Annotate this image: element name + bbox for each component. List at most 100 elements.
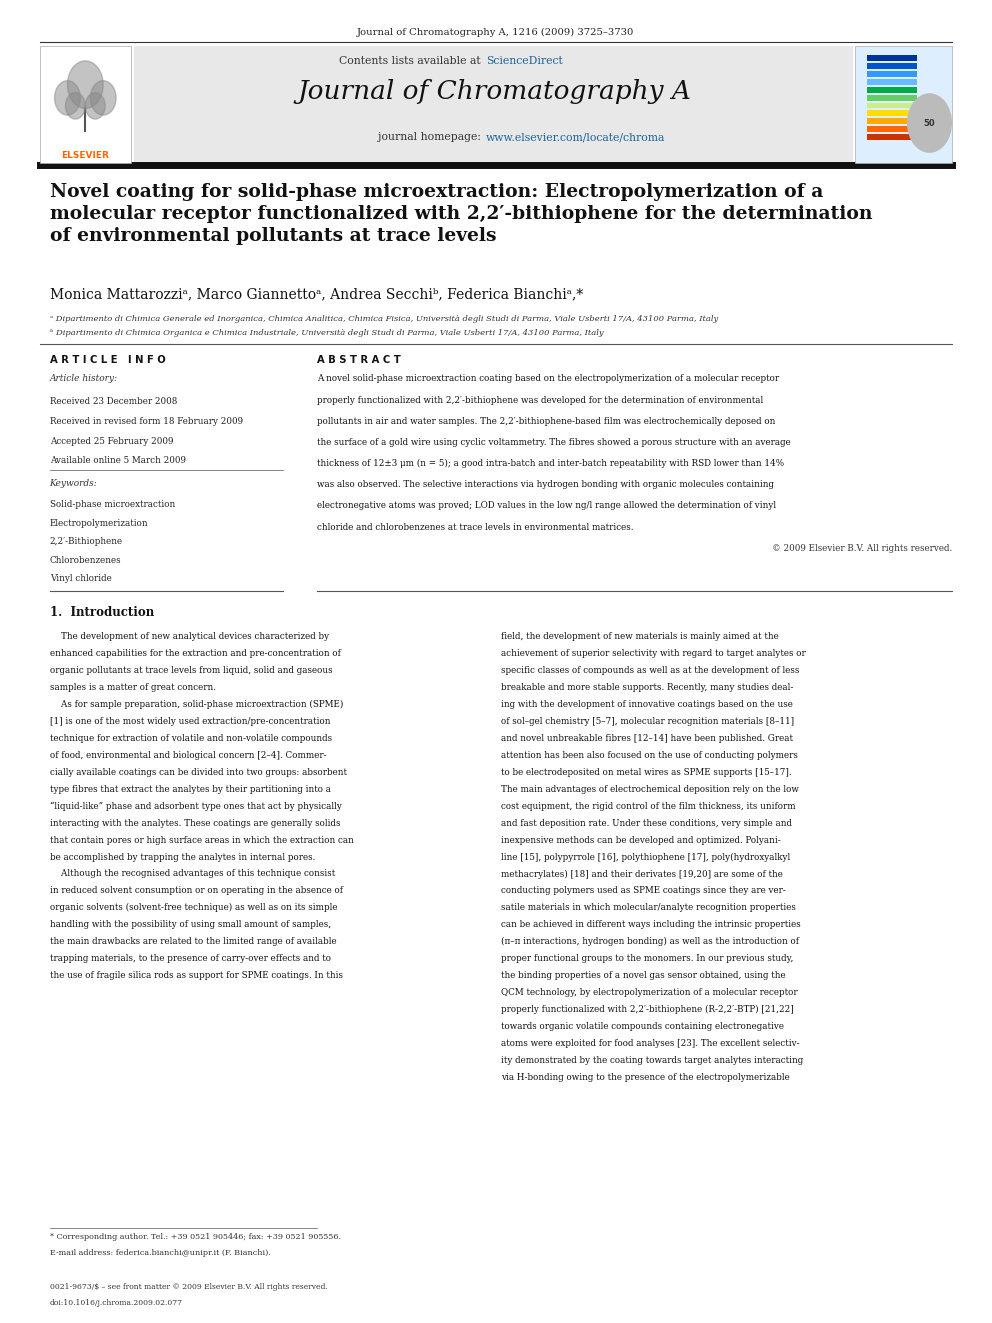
Text: line [15], polypyrrole [16], polythiophene [17], poly(hydroxyalkyl: line [15], polypyrrole [16], polythiophe… bbox=[501, 852, 791, 861]
Text: achievement of superior selectivity with regard to target analytes or: achievement of superior selectivity with… bbox=[501, 650, 806, 659]
Text: ing with the development of innovative coatings based on the use: ing with the development of innovative c… bbox=[501, 700, 793, 709]
Text: (π–π interactions, hydrogen bonding) as well as the introduction of: (π–π interactions, hydrogen bonding) as … bbox=[501, 937, 799, 946]
FancyBboxPatch shape bbox=[855, 46, 952, 163]
Text: Article history:: Article history: bbox=[50, 374, 118, 384]
Text: the main drawbacks are related to the limited range of available: the main drawbacks are related to the li… bbox=[50, 937, 336, 946]
FancyBboxPatch shape bbox=[867, 56, 917, 61]
Text: satile materials in which molecular/analyte recognition properties: satile materials in which molecular/anal… bbox=[501, 904, 796, 913]
Text: Although the recognised advantages of this technique consist: Although the recognised advantages of th… bbox=[50, 869, 335, 878]
Text: 2,2′-Bithiophene: 2,2′-Bithiophene bbox=[50, 537, 123, 546]
Text: ᵇ Dipartimento di Chimica Organica e Chimica Industriale, Università degli Studi: ᵇ Dipartimento di Chimica Organica e Chi… bbox=[50, 329, 603, 337]
Text: and fast deposition rate. Under these conditions, very simple and: and fast deposition rate. Under these co… bbox=[501, 819, 792, 828]
Text: Received in revised form 18 February 2009: Received in revised form 18 February 200… bbox=[50, 417, 243, 426]
Circle shape bbox=[65, 93, 85, 119]
Text: 50: 50 bbox=[924, 119, 935, 127]
Text: atoms were exploited for food analyses [23]. The excellent selectiv-: atoms were exploited for food analyses [… bbox=[501, 1039, 800, 1048]
Text: The development of new analytical devices characterized by: The development of new analytical device… bbox=[50, 632, 328, 642]
Text: Vinyl chloride: Vinyl chloride bbox=[50, 574, 111, 583]
Text: Novel coating for solid-phase microextraction: Electropolymerization of a
molecu: Novel coating for solid-phase microextra… bbox=[50, 183, 872, 245]
Text: chloride and chlorobenzenes at trace levels in environmental matrices.: chloride and chlorobenzenes at trace lev… bbox=[317, 523, 634, 532]
Text: towards organic volatile compounds containing electronegative: towards organic volatile compounds conta… bbox=[501, 1021, 784, 1031]
Text: methacrylates) [18] and their derivates [19,20] are some of the: methacrylates) [18] and their derivates … bbox=[501, 869, 783, 878]
FancyBboxPatch shape bbox=[867, 127, 917, 132]
Text: field, the development of new materials is mainly aimed at the: field, the development of new materials … bbox=[501, 632, 779, 642]
Text: be accomplished by trapping the analytes in internal pores.: be accomplished by trapping the analytes… bbox=[50, 852, 315, 861]
Text: properly functionalized with 2,2′-bithiophene was developed for the determinatio: properly functionalized with 2,2′-bithio… bbox=[317, 396, 764, 405]
Text: of sol–gel chemistry [5–7], molecular recognition materials [8–11]: of sol–gel chemistry [5–7], molecular re… bbox=[501, 717, 794, 726]
FancyBboxPatch shape bbox=[867, 103, 917, 108]
Text: proper functional groups to the monomers. In our previous study,: proper functional groups to the monomers… bbox=[501, 954, 794, 963]
FancyBboxPatch shape bbox=[867, 79, 917, 85]
Text: organic solvents (solvent-free technique) as well as on its simple: organic solvents (solvent-free technique… bbox=[50, 904, 337, 913]
Text: handling with the possibility of using small amount of samples,: handling with the possibility of using s… bbox=[50, 921, 330, 929]
Text: can be achieved in different ways including the intrinsic properties: can be achieved in different ways includ… bbox=[501, 921, 801, 929]
Text: trapping materials, to the presence of carry-over effects and to: trapping materials, to the presence of c… bbox=[50, 954, 330, 963]
Text: A novel solid-phase microextraction coating based on the electropolymerization o: A novel solid-phase microextraction coat… bbox=[317, 374, 780, 384]
Text: E-mail address: federica.bianchi@unipr.it (F. Bianchi).: E-mail address: federica.bianchi@unipr.i… bbox=[50, 1249, 271, 1257]
Text: enhanced capabilities for the extraction and pre-concentration of: enhanced capabilities for the extraction… bbox=[50, 650, 340, 659]
Circle shape bbox=[55, 81, 80, 115]
Text: Received 23 December 2008: Received 23 December 2008 bbox=[50, 397, 177, 406]
Text: ELSEVIER: ELSEVIER bbox=[62, 151, 109, 160]
Text: the surface of a gold wire using cyclic voltammetry. The fibres showed a porous : the surface of a gold wire using cyclic … bbox=[317, 438, 792, 447]
Text: inexpensive methods can be developed and optimized. Polyani-: inexpensive methods can be developed and… bbox=[501, 836, 781, 844]
Text: ᵃ Dipartimento di Chimica Generale ed Inorganica, Chimica Analitica, Chimica Fis: ᵃ Dipartimento di Chimica Generale ed In… bbox=[50, 315, 718, 323]
Text: Journal of Chromatography A, 1216 (2009) 3725–3730: Journal of Chromatography A, 1216 (2009)… bbox=[357, 28, 635, 37]
Text: * Corresponding author. Tel.: +39 0521 905446; fax: +39 0521 905556.: * Corresponding author. Tel.: +39 0521 9… bbox=[50, 1233, 340, 1241]
Text: of food, environmental and biological concern [2–4]. Commer-: of food, environmental and biological co… bbox=[50, 751, 326, 759]
Text: thickness of 12±3 μm (n = 5); a good intra-batch and inter-batch repeatability w: thickness of 12±3 μm (n = 5); a good int… bbox=[317, 459, 785, 468]
FancyBboxPatch shape bbox=[134, 46, 853, 163]
Text: A B S T R A C T: A B S T R A C T bbox=[317, 355, 401, 365]
Circle shape bbox=[90, 81, 116, 115]
Text: ScienceDirect: ScienceDirect bbox=[486, 56, 562, 66]
FancyBboxPatch shape bbox=[40, 46, 131, 163]
Text: Journal of Chromatography A: Journal of Chromatography A bbox=[297, 79, 691, 105]
FancyBboxPatch shape bbox=[867, 64, 917, 69]
Text: cost equipment, the rigid control of the film thickness, its uniform: cost equipment, the rigid control of the… bbox=[501, 802, 796, 811]
Text: breakable and more stable supports. Recently, many studies deal-: breakable and more stable supports. Rece… bbox=[501, 683, 794, 692]
Text: the use of fragile silica rods as support for SPME coatings. In this: the use of fragile silica rods as suppor… bbox=[50, 971, 342, 980]
Text: Available online 5 March 2009: Available online 5 March 2009 bbox=[50, 456, 186, 466]
FancyBboxPatch shape bbox=[867, 70, 917, 77]
Text: Chlorobenzenes: Chlorobenzenes bbox=[50, 556, 121, 565]
Text: A R T I C L E   I N F O: A R T I C L E I N F O bbox=[50, 355, 166, 365]
Text: and novel unbreakable fibres [12–14] have been published. Great: and novel unbreakable fibres [12–14] hav… bbox=[501, 734, 793, 744]
FancyBboxPatch shape bbox=[867, 119, 917, 124]
FancyBboxPatch shape bbox=[867, 95, 917, 101]
Text: Solid-phase microextraction: Solid-phase microextraction bbox=[50, 500, 175, 509]
Text: in reduced solvent consumption or on operating in the absence of: in reduced solvent consumption or on ope… bbox=[50, 886, 342, 896]
Text: samples is a matter of great concern.: samples is a matter of great concern. bbox=[50, 683, 215, 692]
Text: specific classes of compounds as well as at the development of less: specific classes of compounds as well as… bbox=[501, 667, 800, 675]
Text: ity demonstrated by the coating towards target analytes interacting: ity demonstrated by the coating towards … bbox=[501, 1056, 804, 1065]
Text: to be electrodeposited on metal wires as SPME supports [15–17].: to be electrodeposited on metal wires as… bbox=[501, 767, 792, 777]
Circle shape bbox=[85, 93, 105, 119]
FancyBboxPatch shape bbox=[867, 111, 917, 116]
FancyBboxPatch shape bbox=[867, 134, 917, 140]
Text: 0021-9673/$ – see front matter © 2009 Elsevier B.V. All rights reserved.: 0021-9673/$ – see front matter © 2009 El… bbox=[50, 1283, 327, 1291]
Text: type fibres that extract the analytes by their partitioning into a: type fibres that extract the analytes by… bbox=[50, 785, 330, 794]
Text: QCM technology, by electropolymerization of a molecular receptor: QCM technology, by electropolymerization… bbox=[501, 988, 798, 998]
Circle shape bbox=[67, 61, 103, 108]
Text: Keywords:: Keywords: bbox=[50, 479, 97, 488]
Text: was also observed. The selective interactions via hydrogen bonding with organic : was also observed. The selective interac… bbox=[317, 480, 775, 490]
Circle shape bbox=[908, 94, 951, 152]
Text: interacting with the analytes. These coatings are generally solids: interacting with the analytes. These coa… bbox=[50, 819, 340, 828]
Text: pollutants in air and water samples. The 2,2′-bithiophene-based film was electro: pollutants in air and water samples. The… bbox=[317, 417, 776, 426]
Text: the binding properties of a novel gas sensor obtained, using the: the binding properties of a novel gas se… bbox=[501, 971, 786, 980]
Text: via H-bonding owing to the presence of the electropolymerizable: via H-bonding owing to the presence of t… bbox=[501, 1073, 790, 1082]
Text: 1.  Introduction: 1. Introduction bbox=[50, 606, 154, 619]
Text: journal homepage:: journal homepage: bbox=[378, 132, 484, 143]
FancyBboxPatch shape bbox=[867, 87, 917, 93]
Text: The main advantages of electrochemical deposition rely on the low: The main advantages of electrochemical d… bbox=[501, 785, 799, 794]
Text: “liquid-like” phase and adsorbent type ones that act by physically: “liquid-like” phase and adsorbent type o… bbox=[50, 802, 341, 811]
Text: www.elsevier.com/locate/chroma: www.elsevier.com/locate/chroma bbox=[486, 132, 666, 143]
Text: conducting polymers used as SPME coatings since they are ver-: conducting polymers used as SPME coating… bbox=[501, 886, 786, 896]
Text: As for sample preparation, solid-phase microextraction (SPME): As for sample preparation, solid-phase m… bbox=[50, 700, 343, 709]
Text: attention has been also focused on the use of conducting polymers: attention has been also focused on the u… bbox=[501, 751, 798, 759]
Text: that contain pores or high surface areas in which the extraction can: that contain pores or high surface areas… bbox=[50, 836, 353, 844]
Text: Monica Mattarozziᵃ, Marco Giannettoᵃ, Andrea Secchiᵇ, Federica Bianchiᵃ,*: Monica Mattarozziᵃ, Marco Giannettoᵃ, An… bbox=[50, 287, 583, 302]
Text: doi:10.1016/j.chroma.2009.02.077: doi:10.1016/j.chroma.2009.02.077 bbox=[50, 1299, 183, 1307]
Text: Electropolymerization: Electropolymerization bbox=[50, 519, 148, 528]
Text: © 2009 Elsevier B.V. All rights reserved.: © 2009 Elsevier B.V. All rights reserved… bbox=[772, 544, 952, 553]
Text: Accepted 25 February 2009: Accepted 25 February 2009 bbox=[50, 437, 173, 446]
